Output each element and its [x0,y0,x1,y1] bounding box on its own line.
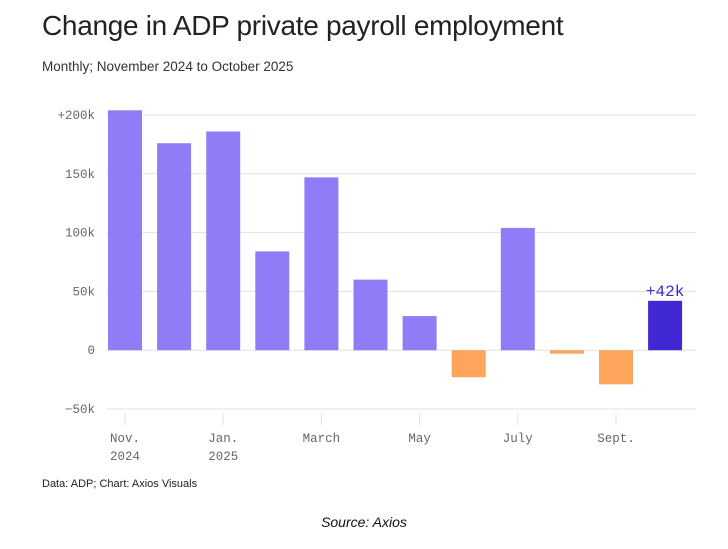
bar [500,227,535,351]
y-tick-label: −50k [65,403,95,417]
bar [648,300,683,351]
x-tick-label: May [408,432,431,446]
y-tick-label: 150k [65,168,95,182]
y-tick-label: 0 [87,344,95,358]
bar [108,110,142,351]
chart-title: Change in ADP private payroll employment [42,10,564,41]
bar [206,131,241,351]
bar [451,350,486,378]
y-tick-label: +200k [57,109,95,123]
x-tick-label: Jan. [208,432,238,446]
x-tick-label: 2025 [208,450,238,464]
bar [353,279,388,351]
x-tick-label: Nov. [110,432,140,446]
x-tick-label: Sept. [597,432,635,446]
gridlines [106,114,696,410]
bar [549,350,584,354]
bar [599,350,633,385]
bars [108,110,683,385]
chart-source-note: Data: ADP; Chart: Axios Visuals [42,478,198,490]
x-tick-label: 2024 [110,450,140,464]
bar [255,251,290,351]
y-tick-label: 100k [65,227,95,241]
image-credit: Source: Axios [321,514,407,530]
x-tick-label: July [503,432,534,446]
x-axis-ticks: Nov. 2024 Jan. 2025 March May July Sept. [110,413,635,464]
bar [157,143,192,351]
annotations: +42k [646,283,684,301]
y-axis-ticks: −50k 0 50k 100k 150k +200k [57,109,95,417]
chart-subtitle: Monthly; November 2024 to October 2025 [42,59,294,74]
bar-annotation: +42k [646,283,684,301]
bar [304,177,339,351]
x-tick-label: March [303,432,341,446]
bar [402,316,437,351]
y-tick-label: 50k [72,285,95,299]
